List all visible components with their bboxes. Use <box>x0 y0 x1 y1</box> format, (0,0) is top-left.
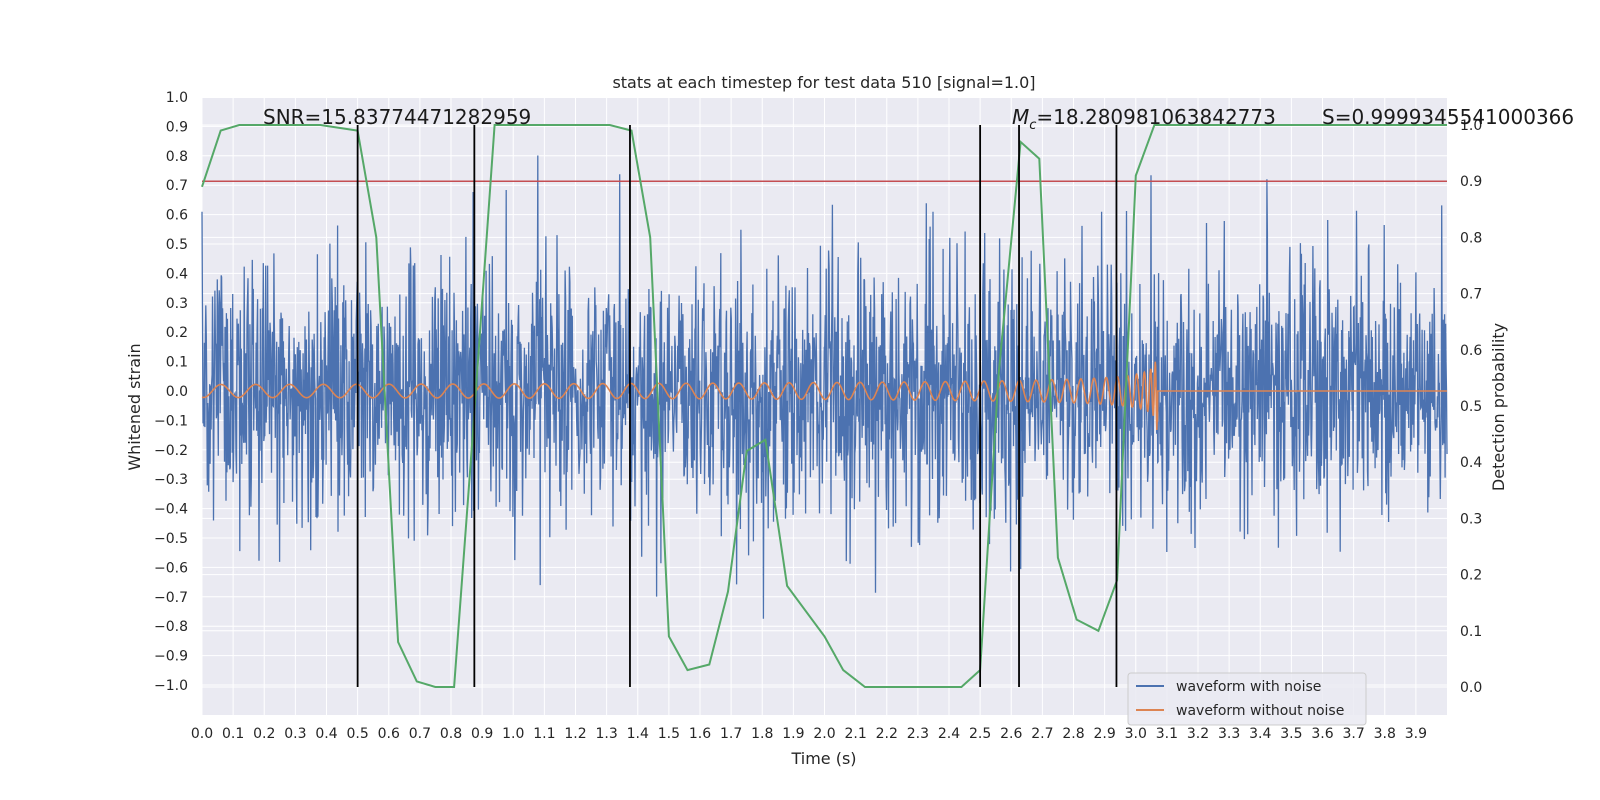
chart-title: stats at each timestep for test data 510… <box>612 73 1035 92</box>
x-tick-label: 0.4 <box>315 726 337 742</box>
x-tick-label: 0.8 <box>440 726 462 742</box>
x-tick-label: 1.3 <box>595 726 617 742</box>
y-tick-label: −1.0 <box>154 678 188 694</box>
chirp-mass-annotation: Mc=18.280981063842773 <box>1012 105 1276 133</box>
x-tick-label: 0.9 <box>471 726 493 742</box>
y-right-tick-label: 1.0 <box>1460 118 1482 134</box>
grid-lines <box>201 96 1447 715</box>
x-tick-label: 3.7 <box>1342 726 1364 742</box>
y-axis-label: Whitened strain <box>125 343 144 470</box>
x-tick-label: 1.4 <box>627 726 649 742</box>
chirp-mass-value: =18.280981063842773 <box>1036 105 1275 129</box>
x-tick-label: 1.5 <box>658 726 680 742</box>
x-tick-labels: 0.0 0.1 0.2 0.3 0.4 0.5 0.6 0.7 0.8 0.9 1.0 1.1 1.2 1… <box>191 726 1427 742</box>
x-tick-label: 2.4 <box>938 726 960 742</box>
y-right-tick-label: 0.7 <box>1460 287 1482 303</box>
x-tick-label: 0.6 <box>378 726 400 742</box>
x-tick-label: 1.1 <box>533 726 555 742</box>
y-tick-label: −0.7 <box>154 590 188 606</box>
y-tick-label: 0.0 <box>166 384 188 400</box>
noise-series-layer <box>201 155 1448 619</box>
series-line-clean <box>201 361 1447 430</box>
y-tick-label: −0.4 <box>154 502 188 518</box>
chirp-mass-symbol: M <box>1012 105 1029 129</box>
s-annotation: S=0.9999345541000366 <box>1322 105 1574 129</box>
y-tick-label: −0.2 <box>154 443 188 459</box>
snr-annotation: SNR=15.83774471282959 <box>263 105 531 129</box>
chirp-mass-subscript: c <box>1029 118 1036 133</box>
y-tick-label: 0.2 <box>166 325 188 341</box>
chirp-series-layer <box>201 361 1447 430</box>
x-tick-label: 0.7 <box>409 726 431 742</box>
x-tick-label: 2.8 <box>1062 726 1084 742</box>
x-tick-label: 2.0 <box>813 726 835 742</box>
y-right-tick-label: 0.9 <box>1460 174 1482 190</box>
y-tick-label: 0.5 <box>166 237 188 253</box>
y-tick-label: 0.8 <box>166 149 188 165</box>
y-tick-label: −0.9 <box>154 649 188 665</box>
x-tick-label: 3.1 <box>1156 726 1178 742</box>
x-tick-label: 1.7 <box>720 726 742 742</box>
x-tick-label: 3.0 <box>1125 726 1147 742</box>
x-tick-label: 2.1 <box>844 726 866 742</box>
y-tick-label: −0.6 <box>154 560 188 576</box>
y-right-tick-label: 0.8 <box>1460 230 1482 246</box>
x-tick-label: 0.1 <box>222 726 244 742</box>
x-tick-label: 3.8 <box>1374 726 1396 742</box>
x-tick-label: 2.7 <box>1031 726 1053 742</box>
y-tick-label: 0.9 <box>166 119 188 135</box>
x-axis-label: Time (s) <box>790 749 856 768</box>
legend: waveform with noise waveform without noi… <box>1127 672 1367 726</box>
y-right-tick-label: 0.2 <box>1460 568 1482 584</box>
vertical-marker-layer <box>356 125 1118 687</box>
y-tick-label: 0.6 <box>166 208 188 224</box>
x-tick-label: 2.3 <box>907 726 929 742</box>
y-tick-label: −0.3 <box>154 472 188 488</box>
y-right-tick-label: 0.0 <box>1460 680 1482 696</box>
legend-label-clean: waveform without noise <box>1176 703 1344 719</box>
y-right-tick-label: 0.3 <box>1460 511 1482 527</box>
x-tick-label: 1.6 <box>689 726 711 742</box>
y-tick-label: −0.5 <box>154 531 188 547</box>
legend-label-noise: waveform with noise <box>1176 679 1321 695</box>
x-tick-label: 3.3 <box>1218 726 1240 742</box>
x-tick-label: 0.2 <box>253 726 275 742</box>
x-tick-label: 1.0 <box>502 726 524 742</box>
x-tick-label: 2.2 <box>876 726 898 742</box>
x-tick-label: 3.9 <box>1405 726 1427 742</box>
y-right-tick-label: 0.4 <box>1460 455 1482 471</box>
y-right-tick-label: 0.5 <box>1460 399 1482 415</box>
y-right-tick-label: 0.1 <box>1460 624 1482 640</box>
legend-box <box>1127 672 1367 726</box>
y-tick-label: 1.0 <box>166 90 188 106</box>
series-line-probability <box>201 124 1447 688</box>
series-line-noise <box>201 155 1448 619</box>
x-tick-label: 3.2 <box>1187 726 1209 742</box>
x-tick-label: 0.5 <box>346 726 368 742</box>
x-tick-label: 0.3 <box>284 726 306 742</box>
y-tick-label: 0.1 <box>166 355 188 371</box>
y-tick-label: 0.7 <box>166 178 188 194</box>
x-tick-label: 0.0 <box>191 726 213 742</box>
y-tick-label: 0.3 <box>166 296 188 312</box>
x-tick-label: 3.5 <box>1280 726 1302 742</box>
y-right-tick-labels: 0.0 0.1 0.2 0.3 0.4 0.5 0.6 0.7 0.8 0.9 1.0 <box>1460 118 1482 696</box>
x-tick-label: 3.6 <box>1311 726 1333 742</box>
x-tick-label: 2.9 <box>1093 726 1115 742</box>
x-tick-label: 3.4 <box>1249 726 1271 742</box>
y-right-tick-label: 0.6 <box>1460 343 1482 359</box>
y-tick-label: −0.1 <box>154 413 188 429</box>
y-tick-label: −0.8 <box>154 619 188 635</box>
x-tick-label: 1.9 <box>782 726 804 742</box>
x-tick-label: 1.8 <box>751 726 773 742</box>
y-tick-labels: −1.0 −0.9 −0.8 −0.7 −0.6 −0.5 −0.4 −0.3 −0.2 −0.1… <box>154 90 188 694</box>
y-tick-label: 0.4 <box>166 266 188 282</box>
x-tick-label: 1.2 <box>564 726 586 742</box>
x-tick-label: 2.6 <box>1000 726 1022 742</box>
probability-series-layer <box>201 124 1447 688</box>
x-tick-label: 2.5 <box>969 726 991 742</box>
y-right-axis-label: Detection probability <box>1489 323 1508 491</box>
